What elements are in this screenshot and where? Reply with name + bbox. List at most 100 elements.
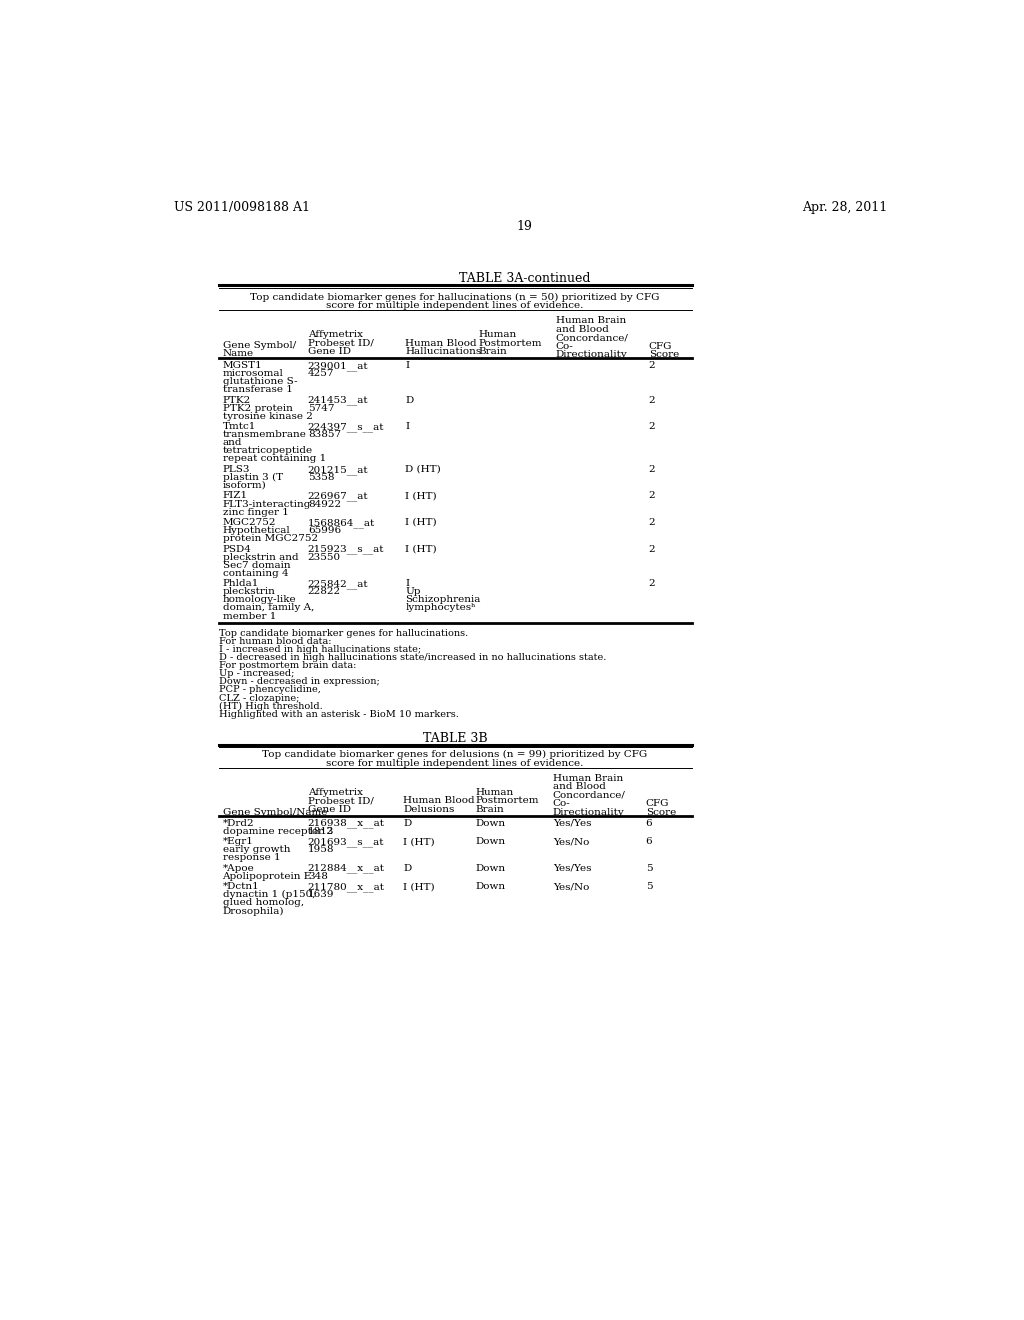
Text: 241453__at: 241453__at <box>308 396 369 405</box>
Text: 1568864__at: 1568864__at <box>308 517 375 528</box>
Text: Score: Score <box>649 350 679 359</box>
Text: containing 4: containing 4 <box>222 569 288 578</box>
Text: Top candidate biomarker genes for hallucinations (n = 50) prioritized by CFG: Top candidate biomarker genes for halluc… <box>250 293 659 301</box>
Text: protein MGC2752: protein MGC2752 <box>222 535 317 543</box>
Text: 211780__x__at: 211780__x__at <box>308 882 385 892</box>
Text: 1813: 1813 <box>308 826 334 836</box>
Text: Affymetrix: Affymetrix <box>308 330 362 339</box>
Text: Apr. 28, 2011: Apr. 28, 2011 <box>802 201 888 214</box>
Text: 1958: 1958 <box>308 845 334 854</box>
Text: 224397__s__at: 224397__s__at <box>308 422 384 432</box>
Text: 215923__s__at: 215923__s__at <box>308 545 384 554</box>
Text: 23550: 23550 <box>308 553 341 561</box>
Text: dopamine receptor 2: dopamine receptor 2 <box>222 826 333 836</box>
Text: *Apoe: *Apoe <box>222 863 254 873</box>
Text: lymphocytesʰ: lymphocytesʰ <box>406 603 476 612</box>
Text: FIZ1: FIZ1 <box>222 491 248 500</box>
Text: Hallucinations: Hallucinations <box>406 347 481 356</box>
Text: *Dctn1: *Dctn1 <box>222 882 259 891</box>
Text: 5: 5 <box>646 882 652 891</box>
Text: Probeset ID/: Probeset ID/ <box>308 339 374 347</box>
Text: 2: 2 <box>649 545 655 553</box>
Text: 201693__s__at: 201693__s__at <box>308 837 384 847</box>
Text: D - decreased in high hallucinations state/increased in no hallucinations state.: D - decreased in high hallucinations sta… <box>219 653 607 663</box>
Text: *Egr1: *Egr1 <box>222 837 253 846</box>
Text: 4257: 4257 <box>308 370 334 378</box>
Text: PTK2: PTK2 <box>222 396 251 404</box>
Text: isoform): isoform) <box>222 480 266 490</box>
Text: CFG: CFG <box>646 800 670 808</box>
Text: Sec7 domain: Sec7 domain <box>222 561 290 570</box>
Text: Directionality: Directionality <box>553 808 625 817</box>
Text: score for multiple independent lines of evidence.: score for multiple independent lines of … <box>327 301 584 310</box>
Text: Brain: Brain <box>475 805 504 814</box>
Text: member 1: member 1 <box>222 611 275 620</box>
Text: early growth: early growth <box>222 845 290 854</box>
Text: *Drd2: *Drd2 <box>222 818 254 828</box>
Text: 5358: 5358 <box>308 473 334 482</box>
Text: Down: Down <box>475 837 505 846</box>
Text: response 1: response 1 <box>222 853 281 862</box>
Text: 212884__x__at: 212884__x__at <box>308 863 385 874</box>
Text: transferase 1: transferase 1 <box>222 385 293 395</box>
Text: 2: 2 <box>649 396 655 404</box>
Text: Concordance/: Concordance/ <box>556 333 629 342</box>
Text: Human Brain: Human Brain <box>553 774 623 783</box>
Text: 84922: 84922 <box>308 499 341 508</box>
Text: 83857: 83857 <box>308 430 341 440</box>
Text: TABLE 3A-continued: TABLE 3A-continued <box>459 272 591 285</box>
Text: CFG: CFG <box>649 342 673 351</box>
Text: D: D <box>403 863 412 873</box>
Text: dynactin 1 (p150,: dynactin 1 (p150, <box>222 890 315 899</box>
Text: I: I <box>406 422 410 432</box>
Text: I (HT): I (HT) <box>406 517 437 527</box>
Text: Apolipoprotein E: Apolipoprotein E <box>222 871 311 880</box>
Text: Down: Down <box>475 863 505 873</box>
Text: Top candidate biomarker genes for delusions (n = 99) prioritized by CFG: Top candidate biomarker genes for delusi… <box>262 750 647 759</box>
Text: PLS3: PLS3 <box>222 465 250 474</box>
Text: glued homolog,: glued homolog, <box>222 899 304 907</box>
Text: Directionality: Directionality <box>556 350 628 359</box>
Text: Concordance/: Concordance/ <box>553 791 626 800</box>
Text: Drosophila): Drosophila) <box>222 907 284 916</box>
Text: CLZ - clozapine;: CLZ - clozapine; <box>219 693 300 702</box>
Text: (HT) High threshold.: (HT) High threshold. <box>219 702 324 710</box>
Text: Yes/No: Yes/No <box>553 837 589 846</box>
Text: Human: Human <box>478 330 516 339</box>
Text: Phlda1: Phlda1 <box>222 579 259 589</box>
Text: PTK2 protein: PTK2 protein <box>222 404 293 413</box>
Text: Score: Score <box>646 808 676 817</box>
Text: 201215__at: 201215__at <box>308 465 369 475</box>
Text: Highlighted with an asterisk - BioM 10 markers.: Highlighted with an asterisk - BioM 10 m… <box>219 710 460 718</box>
Text: Human Brain: Human Brain <box>556 317 626 325</box>
Text: Human Blood: Human Blood <box>403 796 475 805</box>
Text: Tmtc1: Tmtc1 <box>222 422 256 432</box>
Text: MGC2752: MGC2752 <box>222 517 276 527</box>
Text: For postmortem brain data:: For postmortem brain data: <box>219 661 356 671</box>
Text: Gene Symbol/: Gene Symbol/ <box>222 341 296 350</box>
Text: and Blood: and Blood <box>553 783 605 792</box>
Text: 6: 6 <box>646 818 652 828</box>
Text: homology-like: homology-like <box>222 595 296 605</box>
Text: FLT3-interacting: FLT3-interacting <box>222 499 311 508</box>
Text: pleckstrin: pleckstrin <box>222 587 275 597</box>
Text: D: D <box>406 396 414 404</box>
Text: 2: 2 <box>649 517 655 527</box>
Text: domain, family A,: domain, family A, <box>222 603 314 612</box>
Text: I (HT): I (HT) <box>406 491 437 500</box>
Text: 6: 6 <box>646 837 652 846</box>
Text: Down - decreased in expression;: Down - decreased in expression; <box>219 677 380 686</box>
Text: Probeset ID/: Probeset ID/ <box>308 796 374 805</box>
Text: 225842__at: 225842__at <box>308 579 369 589</box>
Text: Gene Symbol/Name: Gene Symbol/Name <box>222 808 327 817</box>
Text: Yes/No: Yes/No <box>553 882 589 891</box>
Text: zinc finger 1: zinc finger 1 <box>222 508 289 516</box>
Text: 216938__x__at: 216938__x__at <box>308 818 385 829</box>
Text: plastin 3 (T: plastin 3 (T <box>222 473 283 482</box>
Text: I (HT): I (HT) <box>403 837 435 846</box>
Text: Hypothetical: Hypothetical <box>222 527 290 535</box>
Text: Delusions: Delusions <box>403 805 455 814</box>
Text: Gene ID: Gene ID <box>308 347 351 356</box>
Text: I: I <box>406 360 410 370</box>
Text: I: I <box>406 579 410 589</box>
